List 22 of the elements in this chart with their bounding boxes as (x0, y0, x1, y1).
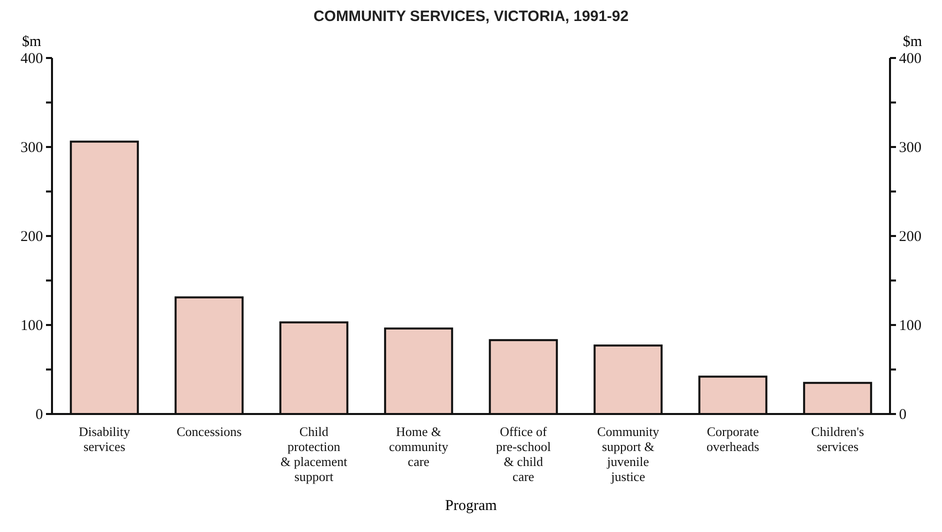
x-tick-label: Office of pre-school & child care (496, 424, 552, 484)
x-axis-title: Program (444, 498, 498, 515)
chart-title: COMMUNITY SERVICES, VICTORIA, 1991-92 (312, 8, 630, 25)
y-tick-label: 100 (20, 318, 43, 334)
x-tick-label: Home & community care (389, 424, 449, 469)
y2-axis-title: $m (902, 34, 922, 51)
y2-tick-label: 300 (899, 140, 922, 156)
y-tick-label: 300 (20, 140, 43, 156)
y-axis-title: $m (22, 34, 42, 51)
x-tick-label: Community support & juvenile justice (597, 424, 660, 484)
y2-tick-label: 400 (899, 51, 922, 67)
x-tick-label: Child protection & placement support (280, 424, 348, 484)
x-tick-label: Concessions (176, 424, 242, 439)
x-tick-label: Children's services (811, 424, 864, 454)
y2-tick-label: 100 (899, 318, 922, 334)
y2-tick-label: 200 (899, 229, 922, 245)
y-tick-label: 0 (36, 407, 43, 423)
x-tick-label: Disability services (78, 424, 131, 454)
x-tick-label: Corporate overheads (706, 424, 760, 454)
y-tick-label: 400 (20, 51, 43, 67)
y-tick-label: 200 (20, 229, 43, 245)
y2-tick-label: 0 (899, 407, 906, 423)
